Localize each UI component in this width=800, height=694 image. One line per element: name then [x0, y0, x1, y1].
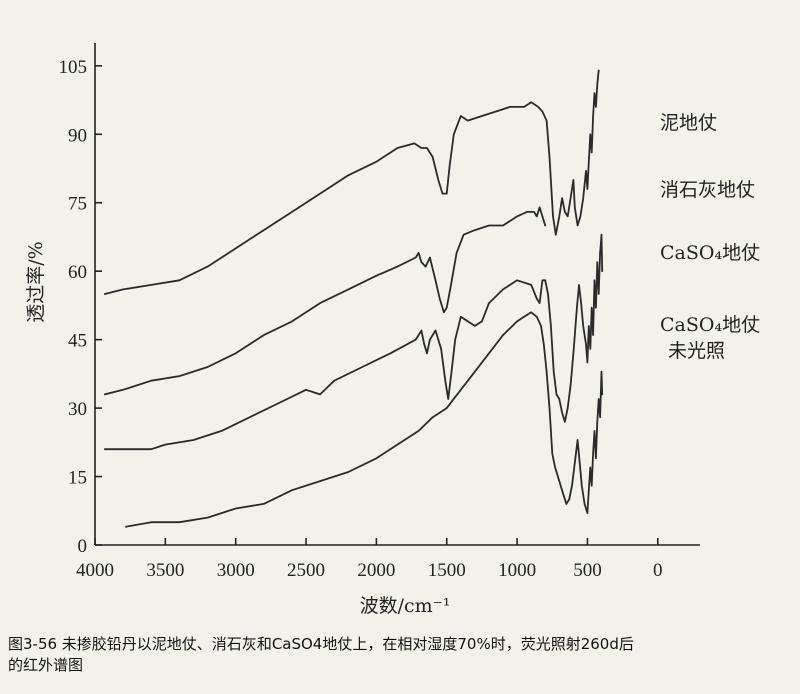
y-tick-label: 30: [68, 399, 87, 420]
series-line-3: [103, 233, 604, 451]
series-label-mud: 泥地仗: [660, 112, 717, 134]
x-tick-label: 3000: [217, 560, 255, 581]
x-tick-label: 2500: [287, 560, 325, 581]
y-tick-label: 0: [78, 536, 88, 557]
x-tick-label: 1500: [428, 560, 466, 581]
series-label-caso4-unlit: CaSO₄地仗: [660, 314, 760, 336]
x-tick-label: 3500: [146, 560, 184, 581]
y-tick-label: 45: [68, 331, 87, 352]
axes: [94, 43, 700, 546]
ir-spectrum-chart: 0 15 30 45 60 75 90 105 4000 3500 3000 2500 2000 150…: [25, 43, 760, 617]
x-tick-label: 1000: [498, 560, 536, 581]
series-line-4: [125, 311, 604, 528]
series-line-2: [103, 206, 547, 396]
x-tick-label: 0: [653, 560, 663, 581]
x-axis-title: 波数/cm⁻¹: [360, 595, 451, 617]
series-label-unlit-line2: 未光照: [668, 340, 725, 362]
series-label-caso4: CaSO₄地仗: [660, 242, 760, 264]
x-tick-label: 500: [573, 560, 602, 581]
caption-line-1: 图3-56 未掺胶铅丹以泥地仗、消石灰和CaSO4地仗上，在相对湿度70%时，荧…: [8, 635, 634, 653]
x-tick-label: 4000: [76, 560, 114, 581]
y-tick-label: 15: [68, 468, 87, 489]
y-ticks: 0 15 30 45 60 75 90 105: [59, 57, 102, 557]
x-tick-label: 2000: [357, 560, 395, 581]
y-tick-label: 60: [68, 262, 87, 283]
series-label-lime: 消石灰地仗: [660, 179, 755, 201]
y-tick-label: 90: [68, 125, 87, 146]
series-group: [103, 69, 604, 528]
y-tick-label: 75: [68, 194, 87, 215]
figure-caption: 图3-56 未掺胶铅丹以泥地仗、消石灰和CaSO4地仗上，在相对湿度70%时，荧…: [8, 634, 794, 676]
series-line-1: [103, 69, 600, 295]
y-tick-label: 105: [59, 57, 88, 78]
x-ticks: 4000 3500 3000 2500 2000 1500 1000 500 0: [76, 538, 663, 581]
caption-line-2: 的红外谱图: [8, 656, 84, 674]
y-axis-title: 透过率/%: [25, 241, 47, 322]
